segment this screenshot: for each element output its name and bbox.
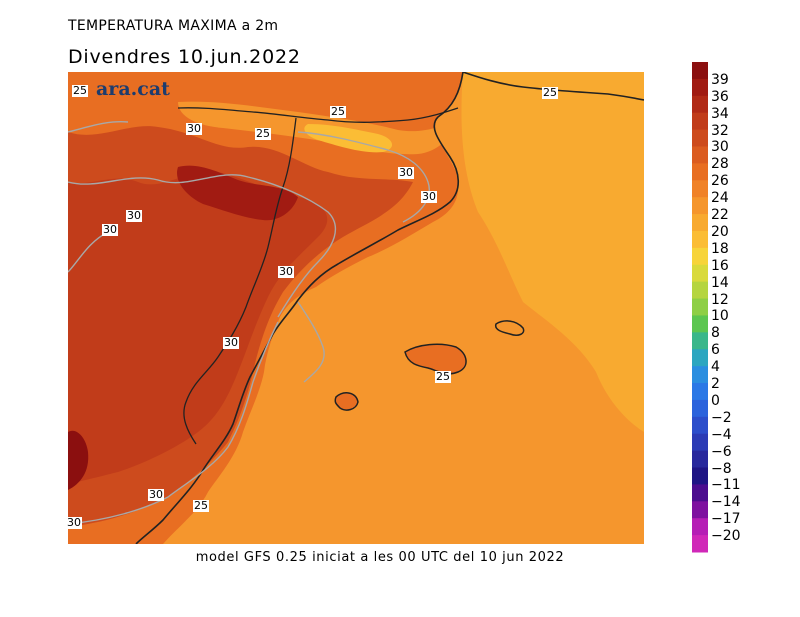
- contour-label: 30: [66, 516, 82, 529]
- island-menorca: [494, 320, 525, 336]
- colorbar-swatches: [692, 62, 708, 553]
- map-subtitle: Divendres 10.jun.2022: [68, 46, 301, 68]
- contour-label: 25: [255, 127, 271, 140]
- colorbar-label: 24: [711, 190, 729, 207]
- island-ibiza: [334, 392, 359, 411]
- colorbar-label: 39: [711, 71, 729, 88]
- contour-label: 30: [398, 166, 414, 179]
- border-catalonia: [183, 117, 297, 445]
- island-mallorca: [404, 343, 467, 375]
- colorbar-label: 22: [711, 207, 729, 224]
- map-title: TEMPERATURA MAXIMA a 2m: [68, 18, 279, 34]
- land-hottest-zone-south: [68, 430, 89, 490]
- colorbar-label: 0: [711, 392, 720, 409]
- colorbar-label: 8: [711, 325, 720, 342]
- colorbar-label: 14: [711, 274, 729, 291]
- colorbar-swatch: [692, 484, 708, 502]
- colorbar-label: −2: [711, 409, 732, 426]
- contour-label: 25: [542, 86, 558, 99]
- colorbar-label: −17: [711, 511, 741, 528]
- colorbar-swatch: [692, 78, 708, 97]
- colorbar-label: 12: [711, 291, 729, 308]
- colorbar-label: −20: [711, 528, 741, 545]
- contour-label: 30: [223, 336, 239, 349]
- colorbar-swatch: [692, 281, 708, 300]
- colorbar-swatch: [692, 535, 708, 553]
- colorbar-swatch: [692, 95, 708, 114]
- colorbar-label: 34: [711, 105, 729, 122]
- colorbar-swatch: [692, 349, 708, 367]
- contour-label: 30: [126, 209, 142, 222]
- colorbar-swatch: [692, 450, 708, 469]
- colorbar-swatch: [692, 366, 708, 384]
- colorbar-label: −14: [711, 494, 741, 511]
- ara-cat-logo: ara.cat: [96, 78, 170, 100]
- colorbar-swatch: [692, 112, 708, 131]
- colorbar-label: −4: [711, 426, 732, 443]
- colorbar-label: 18: [711, 240, 729, 257]
- colorbar-swatch: [692, 467, 708, 485]
- colorbar-swatch: [692, 163, 708, 181]
- cool-sea-zone: [461, 72, 644, 432]
- contour-label: 25: [330, 105, 346, 118]
- colorbar-swatch: [692, 180, 708, 198]
- coastline: [135, 72, 464, 544]
- colorbar-label: 16: [711, 257, 729, 274]
- model-footer: model GFS 0.25 iniciat a les 00 UTC del …: [195, 550, 565, 565]
- colorbar-swatch: [692, 62, 708, 80]
- contour-label: 30: [278, 265, 294, 278]
- colorbar-label: 32: [711, 122, 729, 139]
- colorbar-swatch: [692, 501, 708, 519]
- colorbar-label: 2: [711, 376, 720, 393]
- colorbar-label: 4: [711, 359, 720, 376]
- land-very-hot-zone: [68, 171, 328, 484]
- colorbar-swatch: [692, 129, 708, 147]
- colorbar-swatch: [692, 383, 708, 401]
- contour-label: 30: [102, 223, 118, 236]
- colorbar-label: 26: [711, 173, 729, 190]
- colorbar: [692, 62, 708, 553]
- temperature-map: [68, 72, 644, 544]
- colorbar-label: 28: [711, 156, 729, 173]
- contour-label: 25: [72, 84, 88, 97]
- colorbar-swatch: [692, 197, 708, 215]
- colorbar-swatch: [692, 298, 708, 316]
- colorbar-swatch: [692, 433, 708, 452]
- border-france-spain: [177, 107, 459, 123]
- colorbar-swatch: [692, 416, 708, 435]
- colorbar-label: 36: [711, 88, 729, 105]
- contour-label: 30: [421, 190, 437, 203]
- colorbar-swatch: [692, 315, 708, 333]
- colorbar-label: −11: [711, 477, 741, 494]
- coastline-france: [462, 72, 644, 101]
- colorbar-label: −8: [711, 460, 732, 477]
- colorbar-swatch: [692, 264, 708, 283]
- colorbar-label: −6: [711, 443, 732, 460]
- colorbar-label: 20: [711, 223, 729, 240]
- colorbar-swatch: [692, 399, 708, 418]
- colorbar-label: 10: [711, 308, 729, 325]
- land-hottest-zone: [177, 165, 298, 221]
- colorbar-swatch: [692, 214, 708, 232]
- contour-label: 30: [186, 122, 202, 135]
- colorbar-swatch: [692, 518, 708, 536]
- colorbar-swatch: [692, 247, 708, 266]
- contour-label: 30: [148, 488, 164, 501]
- colorbar-swatch: [692, 230, 708, 249]
- contour-label: 25: [435, 370, 451, 383]
- colorbar-label: 6: [711, 342, 720, 359]
- colorbar-swatch: [692, 332, 708, 350]
- contour-label: 25: [193, 499, 209, 512]
- colorbar-label: 30: [711, 139, 729, 156]
- colorbar-swatch: [692, 146, 708, 164]
